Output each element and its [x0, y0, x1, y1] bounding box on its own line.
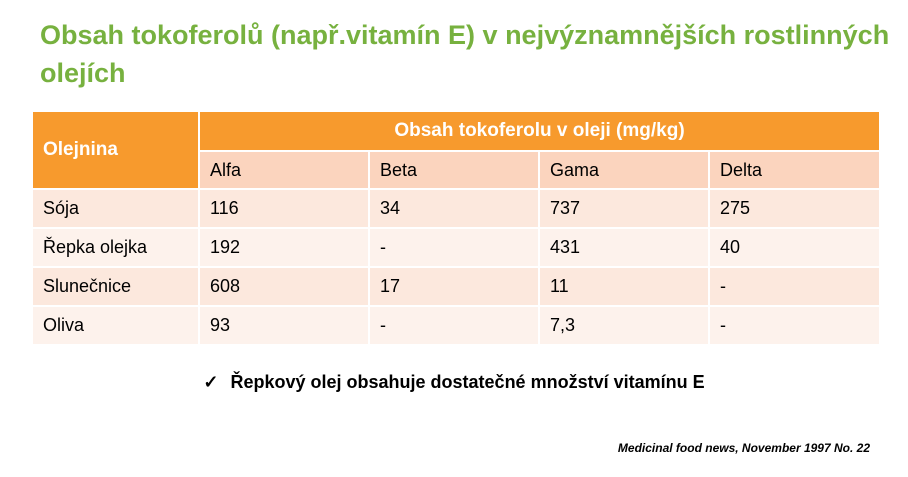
table-cell: - [370, 307, 540, 346]
table-cell: 275 [710, 190, 881, 229]
note-text: Řepkový olej obsahuje dostatečné množstv… [230, 372, 705, 392]
table-cell: 93 [200, 307, 370, 346]
table-cell: 40 [710, 229, 881, 268]
table-cell: 34 [370, 190, 540, 229]
note: ✓ Řepkový olej obsahuje dostatečné množst… [0, 372, 908, 393]
citation: Medicinal food news, November 1997 No. 2… [617, 441, 870, 455]
table-cell: - [370, 229, 540, 268]
row-label: Oliva [33, 307, 200, 346]
table-cell: 17 [370, 268, 540, 307]
row-label: Řepka olejka [33, 229, 200, 268]
group-header: Obsah tokoferolu v oleji (mg/kg) [200, 112, 881, 152]
column-header: Gama [540, 152, 710, 190]
table-cell: 11 [540, 268, 710, 307]
row-label: Slunečnice [33, 268, 200, 307]
table-cell: 7,3 [540, 307, 710, 346]
row-label: Sója [33, 190, 200, 229]
table-cell: 192 [200, 229, 370, 268]
table-cell: - [710, 307, 881, 346]
table-cell: 116 [200, 190, 370, 229]
check-mark: ✓ [203, 372, 219, 392]
column-header: Alfa [200, 152, 370, 190]
table-cell: 608 [200, 268, 370, 307]
column-header: Delta [710, 152, 881, 190]
table-cell: 431 [540, 229, 710, 268]
row-header: Olejnina [33, 112, 200, 190]
table-cell: - [710, 268, 881, 307]
slide-title: Obsah tokoferolů (např.vitamín E) v nejv… [40, 20, 890, 88]
column-header: Beta [370, 152, 540, 190]
table-cell: 737 [540, 190, 710, 229]
